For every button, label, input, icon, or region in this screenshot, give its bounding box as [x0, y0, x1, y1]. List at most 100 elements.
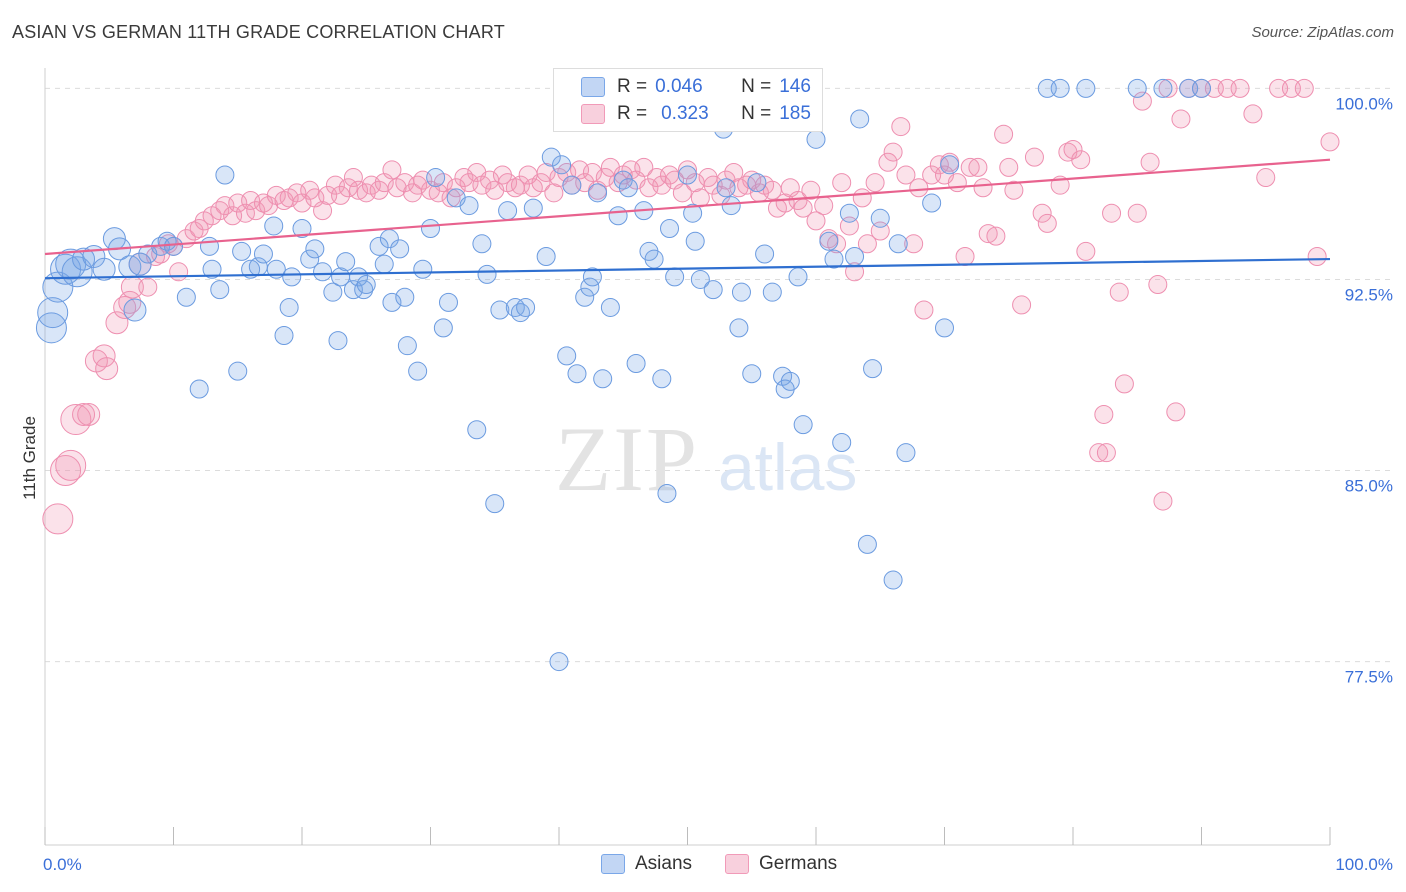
asians-n-value: 146 [779, 76, 811, 97]
asian-point [510, 303, 530, 323]
german-point [947, 173, 967, 193]
asian-point [541, 147, 561, 167]
german-point [832, 173, 852, 193]
german-point [827, 234, 847, 254]
asian-point [600, 297, 620, 317]
german-point [1004, 180, 1024, 200]
asian-point [935, 318, 954, 338]
german-point [582, 162, 602, 182]
german-point [246, 201, 266, 221]
asian-point [850, 109, 870, 129]
asian-point [354, 280, 374, 300]
germans-r-value: 0.323 [661, 103, 709, 124]
german-point [50, 455, 82, 487]
asian-point [896, 443, 916, 463]
asian-point [485, 494, 505, 514]
asian-point [292, 218, 312, 238]
asian-point [92, 257, 116, 281]
asian-point [1076, 78, 1096, 98]
asian-point [644, 249, 664, 269]
chart-title: ASIAN VS GERMAN 11TH GRADE CORRELATION C… [12, 22, 505, 42]
german-point [382, 160, 402, 180]
german-point [428, 183, 448, 203]
asian-point [395, 287, 415, 307]
german-point [441, 188, 461, 208]
german-point [1037, 213, 1057, 233]
asian-point [755, 244, 775, 264]
x-ticks [44, 827, 1331, 845]
asian-point [549, 652, 569, 672]
asian-point [780, 371, 800, 391]
german-point [1094, 404, 1114, 424]
legend-item-asians[interactable]: Asians [601, 852, 692, 876]
x-tick-label-max: 100.0% [1335, 855, 1393, 874]
watermark-atlas: atlas [718, 430, 857, 504]
watermark-zip: ZIP [555, 408, 699, 510]
asian-point [199, 236, 219, 256]
german-point [408, 175, 428, 195]
german-point [55, 449, 87, 481]
german-point [77, 402, 101, 426]
german-point [1294, 78, 1314, 98]
german-point [349, 180, 369, 200]
german-point [531, 173, 551, 193]
germans-n-label: N = [741, 103, 772, 124]
german-point [105, 311, 129, 335]
asian-point [300, 249, 320, 269]
stats-legend: R = 0.046 N = 146 R = 0.323 N = 185 [553, 68, 823, 132]
german-point [1089, 443, 1109, 463]
y-axis-label: 11th Grade [20, 416, 39, 500]
asian-point [1153, 78, 1173, 98]
german-point [138, 277, 158, 297]
asian-point [832, 432, 852, 452]
asian-point [232, 241, 252, 261]
asian-point [382, 292, 402, 312]
german-point [865, 173, 885, 193]
asian-point [202, 259, 222, 279]
asian-point [313, 262, 333, 282]
germans-n-value: 185 [779, 103, 811, 124]
germans-r-label: R = [617, 103, 648, 124]
german-point [1132, 91, 1152, 111]
asian-point [477, 264, 497, 284]
asian-point [408, 361, 428, 381]
asian-point [731, 282, 751, 302]
german-point [1114, 374, 1134, 394]
german-point [955, 247, 975, 267]
asian-point [323, 282, 343, 302]
x-tick-label-min: 0.0% [43, 855, 82, 874]
asian-point [557, 346, 577, 366]
german-point [313, 201, 333, 221]
german-point [672, 183, 692, 203]
asian-point [575, 287, 595, 307]
german-point [42, 503, 74, 535]
german-point [845, 262, 865, 282]
y-tick-label: 100.0% [1335, 94, 1393, 113]
asian-point [793, 415, 813, 435]
german-point [994, 124, 1014, 144]
german-point [909, 178, 929, 198]
y-tick-labels: 77.5% 85.0% 92.5% 100.0% [1335, 94, 1393, 686]
german-point [1153, 491, 1173, 511]
asian-point [438, 292, 458, 312]
german-point [1230, 78, 1250, 98]
asian-point [176, 287, 196, 307]
asian-point [397, 336, 417, 356]
asian-point [467, 420, 487, 440]
asian-point [716, 178, 736, 198]
asian-point [657, 483, 677, 503]
legend-item-germans[interactable]: Germans [725, 852, 837, 876]
german-point [1012, 295, 1032, 315]
german-point [634, 157, 654, 177]
german-point [814, 196, 834, 216]
german-point [1148, 275, 1168, 295]
asian-point [888, 234, 908, 254]
asian-point [336, 252, 356, 272]
german-point [806, 211, 826, 231]
german-point [60, 404, 92, 436]
asian-point [824, 249, 844, 269]
german-point [960, 157, 980, 177]
asian-point [567, 364, 587, 384]
y-tick-label: 85.0% [1345, 477, 1393, 496]
